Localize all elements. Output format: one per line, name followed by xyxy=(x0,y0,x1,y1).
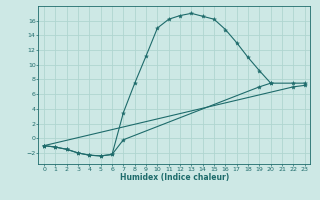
X-axis label: Humidex (Indice chaleur): Humidex (Indice chaleur) xyxy=(120,173,229,182)
